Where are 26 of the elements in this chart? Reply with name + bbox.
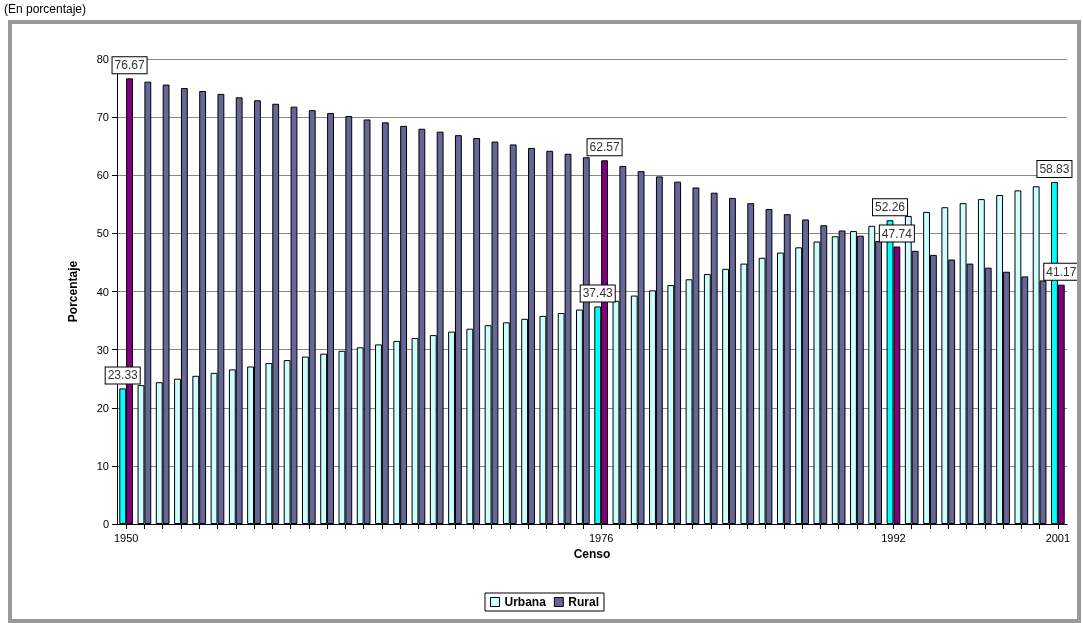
x-tick-label: 1950	[113, 531, 139, 544]
y-tick-label: 20	[96, 401, 109, 414]
y-tick-label: 30	[96, 343, 109, 356]
x-axis-title: Censo	[573, 546, 611, 561]
x-tick-label: 1992	[881, 531, 906, 544]
data-label: 76.67	[114, 58, 145, 73]
y-tick-label: 40	[96, 285, 109, 298]
data-label: 62.57	[589, 140, 620, 155]
y-axis-title: Porcentaje	[66, 260, 80, 323]
data-label: 47.74	[881, 226, 913, 241]
legend-label: Rural	[568, 595, 600, 609]
y-tick-label: 50	[96, 227, 109, 240]
x-tick-label: 2001	[1045, 531, 1071, 544]
data-label: 58.83	[1039, 162, 1070, 177]
legend-label: Urbana	[504, 595, 547, 609]
data-label: 37.43	[582, 286, 614, 301]
y-tick-label: 80	[96, 53, 109, 65]
y-tick-label: 0	[102, 518, 109, 530]
data-label: 23.33	[107, 368, 139, 383]
chart-title: (En porcentaje)	[4, 2, 87, 16]
y-tick-label: 10	[96, 459, 109, 472]
x-tick-label: 1976	[588, 531, 614, 544]
data-label: 52.26	[875, 200, 906, 215]
data-label: 41.17	[1046, 264, 1077, 279]
y-tick-label: 60	[96, 169, 109, 182]
y-tick-label: 70	[96, 111, 109, 124]
